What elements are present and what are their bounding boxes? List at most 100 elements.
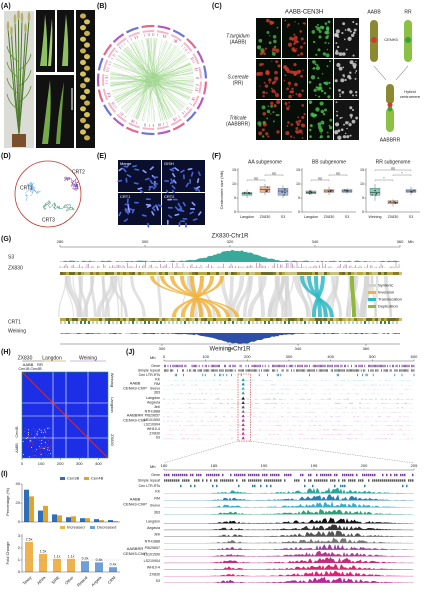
x-tick-label: 360 — [397, 239, 404, 244]
sequence-bar — [393, 318, 396, 321]
y-tick-label: 20 — [16, 500, 21, 505]
row-label: T.turgidum — [226, 33, 249, 39]
legend-swatch — [90, 526, 95, 529]
chromosome-signal — [144, 177, 150, 181]
point — [374, 189, 376, 192]
feature — [276, 369, 278, 372]
chip-peak — [241, 423, 245, 426]
sequence-bar — [342, 318, 345, 321]
sequence-bar — [276, 318, 279, 321]
panel-label: (E) — [97, 153, 106, 160]
feature — [412, 479, 414, 482]
chromosome-signal — [182, 217, 188, 220]
tick — [191, 58, 194, 61]
spike — [6, 20, 10, 31]
feature — [293, 369, 295, 372]
tick — [105, 71, 109, 72]
spikelet — [84, 65, 90, 71]
feature — [173, 364, 175, 368]
arrow — [395, 65, 409, 81]
signal — [269, 35, 271, 37]
signal — [329, 60, 332, 63]
significance-bracket — [264, 174, 284, 176]
chromosome-arc — [202, 65, 208, 79]
heatmap-dot — [40, 442, 42, 444]
feature — [273, 364, 274, 368]
chromosome-arc — [103, 104, 113, 117]
sequence-bar — [333, 272, 336, 275]
spikelet — [84, 54, 90, 60]
feature — [351, 364, 352, 368]
x-tick-label: ZX830 — [388, 215, 399, 219]
crt-bar — [88, 321, 90, 324]
feature — [164, 369, 165, 372]
feature — [189, 369, 190, 372]
feature — [170, 369, 171, 372]
signal — [334, 79, 338, 83]
heatmap-dot — [41, 431, 43, 433]
legend-swatch — [60, 477, 65, 480]
feature — [236, 479, 238, 482]
feature — [298, 364, 300, 368]
y-tick-label: 3 — [18, 533, 21, 538]
signal — [329, 118, 333, 122]
feature — [252, 484, 254, 488]
spike — [20, 12, 24, 23]
feature — [194, 364, 195, 368]
y-tick-label: 1 — [18, 557, 21, 562]
spike — [27, 11, 31, 22]
tick — [173, 118, 176, 122]
feature — [218, 364, 219, 368]
subgroup-label: Cen1B — [19, 367, 31, 371]
track-arc — [107, 102, 116, 113]
x-tick-label: 185 — [211, 463, 218, 468]
heatmap-dot — [29, 439, 31, 441]
y-tick-label: 0 — [18, 569, 21, 574]
sequence-bar — [372, 272, 375, 275]
feature — [340, 369, 342, 372]
feature — [288, 473, 290, 477]
tick — [114, 106, 118, 109]
spikelet — [84, 112, 90, 118]
tick — [187, 51, 190, 54]
sequence-bar — [189, 318, 192, 321]
spike — [24, 23, 27, 34]
crt-bar — [152, 321, 154, 324]
x-tick-label: 300 — [286, 354, 293, 359]
chip-signal — [164, 524, 414, 531]
sequence-bar — [87, 272, 90, 275]
sequence-bar — [336, 318, 339, 321]
signal — [276, 26, 279, 29]
feature — [310, 369, 312, 372]
feature — [396, 473, 398, 477]
feature — [338, 373, 339, 377]
legend-swatch — [368, 284, 376, 287]
chromosome-arc — [196, 97, 205, 110]
sequence-bar — [117, 272, 120, 275]
feature — [210, 479, 212, 482]
signal — [352, 62, 357, 68]
feature — [182, 473, 184, 477]
synteny-ribbon — [267, 276, 280, 317]
crt-bar — [236, 321, 238, 324]
point — [329, 189, 332, 192]
feature — [413, 369, 415, 372]
feature — [370, 364, 372, 368]
crt-bar — [212, 321, 214, 324]
sequence-bar — [150, 272, 153, 275]
feature — [299, 369, 301, 372]
feature — [399, 364, 400, 368]
signal — [320, 120, 325, 125]
sample-label: LS210904 — [144, 422, 160, 426]
feature — [389, 369, 391, 372]
sequence-bar — [102, 318, 105, 321]
significance-label: * — [383, 176, 385, 180]
tick — [126, 40, 129, 43]
spike — [48, 18, 53, 66]
feature — [286, 473, 288, 477]
feature — [340, 484, 342, 488]
sequence-bar — [225, 272, 228, 275]
heatmap-dot — [32, 450, 34, 452]
signal — [296, 122, 300, 126]
feature — [400, 479, 402, 482]
